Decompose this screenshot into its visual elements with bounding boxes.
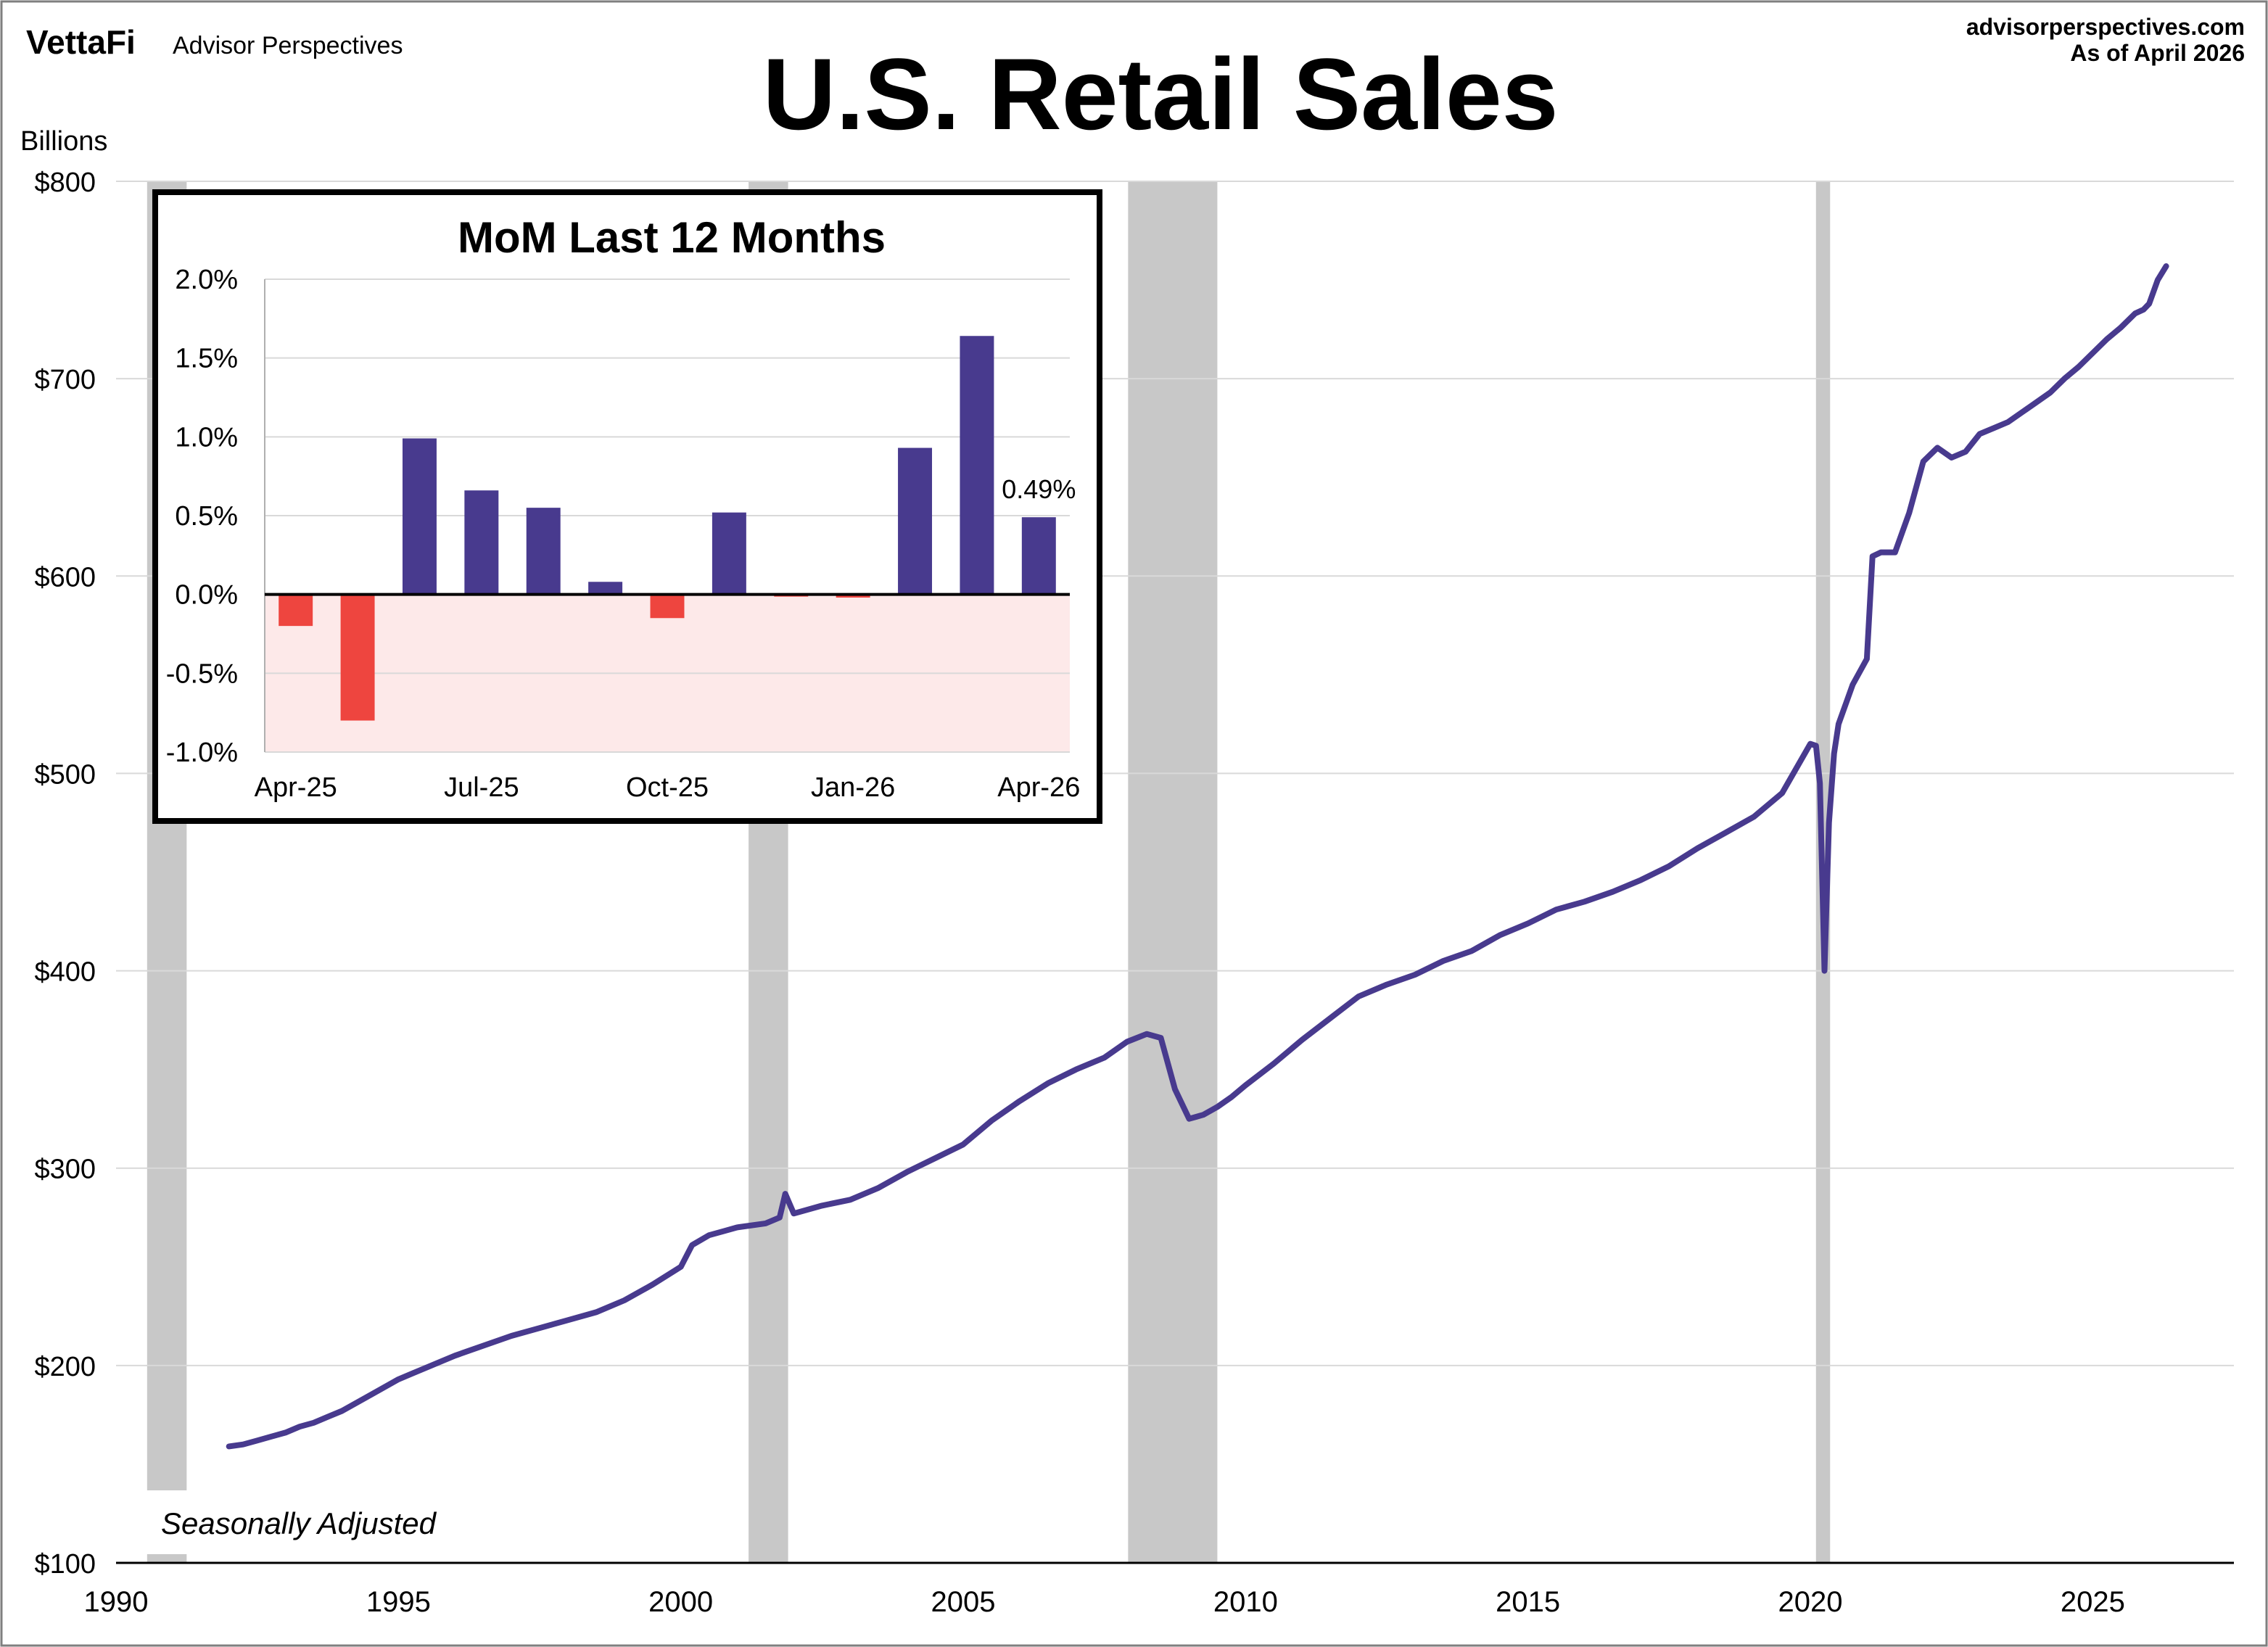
inset-y-tick-label: -0.5% [166, 659, 238, 689]
y-tick-label: $800 [34, 168, 96, 198]
x-tick-label: 2005 [931, 1586, 996, 1618]
inset-y-tick-label: 2.0% [175, 265, 238, 295]
seasonally-adjusted-note: Seasonally Adjusted [161, 1506, 437, 1540]
y-axis-label: Billions [20, 126, 107, 157]
retail-sales-line [226, 263, 2169, 1450]
inset-bar-Sep-25 [588, 582, 623, 595]
inset-bar-Mar-26 [960, 336, 994, 595]
x-tick-label: 2015 [1496, 1586, 1560, 1618]
y-tick-label: $400 [34, 957, 96, 988]
inset-y-tick-label: 1.0% [175, 422, 238, 453]
y-axis-tick-labels: $100 $200 $300 $400 $500 $600 $700 $800 [34, 168, 96, 1580]
inset-bar-Apr-26 [1021, 517, 1056, 595]
inset-bar-Oct-25 [650, 594, 685, 619]
inset-bar-Jun-25 [402, 438, 437, 595]
x-axis-tick-labels: 1990 1995 2000 2005 2010 2015 2020 2025 [84, 1586, 2125, 1618]
annotation-backdrop [145, 1490, 189, 1554]
inset-bar-Feb-26 [898, 447, 933, 595]
inset-y-tick-labels: -1.0% -0.5% 0.0% 0.5% 1.0% 1.5% 2.0% [166, 265, 238, 768]
y-tick-label: $600 [34, 562, 96, 593]
inset-gridlines [265, 278, 1070, 753]
y-tick-label: $300 [34, 1155, 96, 1185]
inset-x-tick-labels: Apr-25 Jul-25 Oct-25 Jan-26 Apr-26 [255, 772, 1081, 803]
inset-bar-Aug-25 [526, 508, 561, 595]
source-site: advisorperspectives.com [1966, 14, 2245, 40]
x-tick-label: 2000 [648, 1586, 713, 1618]
inset-x-tick-label: Oct-25 [626, 772, 709, 803]
x-tick-label: 1990 [84, 1586, 149, 1618]
y-tick-label: $100 [34, 1549, 96, 1580]
y-tick-label: $200 [34, 1352, 96, 1382]
x-tick-label: 1995 [366, 1586, 431, 1618]
inset-title: MoM Last 12 Months [458, 213, 886, 262]
inset-data-label: 0.49% [1002, 474, 1076, 504]
inset-y-tick-label: 1.5% [175, 344, 238, 374]
chart-title: U.S. Retail Sales [762, 37, 1558, 151]
inset-y-tick-label: 0.0% [175, 580, 238, 611]
inset-bar-Nov-25 [712, 512, 746, 595]
vettafi-logo: VettaFi [26, 23, 136, 61]
advisor-perspectives-brand: Advisor Perspectives [173, 32, 403, 59]
x-tick-label: 2010 [1213, 1586, 1278, 1618]
inset-bars [279, 336, 1056, 721]
inset-bar-May-25 [340, 594, 375, 721]
inset-x-tick-label: Jan-26 [811, 772, 895, 803]
inset-bar-Apr-25 [279, 594, 313, 627]
as-of-date: As of April 2026 [2070, 40, 2245, 66]
inset-bar-Jul-25 [464, 490, 499, 595]
inset-bar-Jan-26 [836, 594, 870, 598]
inset-y-tick-label: -1.0% [166, 738, 238, 768]
inset-x-tick-label: Apr-25 [255, 772, 337, 803]
recession-band-2 [1128, 181, 1218, 1563]
inset-x-tick-label: Apr-26 [997, 772, 1080, 803]
x-tick-label: 2020 [1778, 1586, 1843, 1618]
y-tick-label: $500 [34, 759, 96, 790]
inset-y-tick-label: 0.5% [175, 501, 238, 532]
inset-x-tick-label: Jul-25 [444, 772, 519, 803]
y-tick-label: $700 [34, 365, 96, 395]
x-tick-label: 2025 [2061, 1586, 2125, 1618]
mom-inset-chart: MoM Last 12 Months -1.0% -0.5% 0.0% 0.5% 1.0… [152, 189, 1102, 824]
